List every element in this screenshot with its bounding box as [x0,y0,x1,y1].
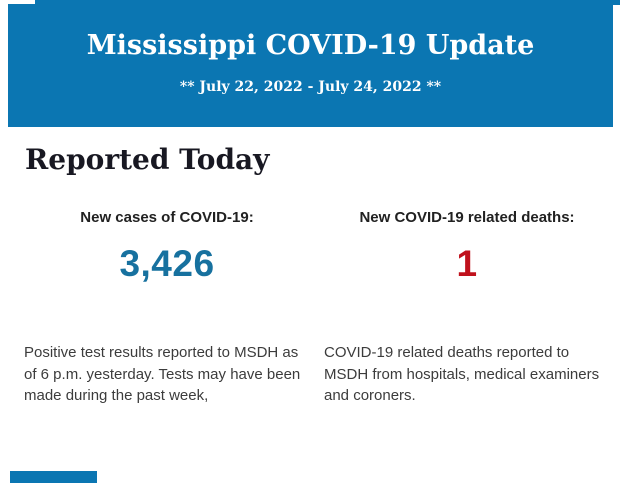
header-banner: Mississippi COVID-19 Update ** July 22, … [8,4,613,127]
new-cases-description: Positive test results reported to MSDH a… [24,344,301,404]
new-cases-label: New cases of COVID-19: [80,209,254,226]
stat-column-new-deaths: New COVID-19 related deaths: 1 COVID-19 … [324,207,610,407]
bottom-blue-block [10,471,97,483]
top-blue-rule [35,0,620,5]
date-range: ** July 22, 2022 - July 24, 2022 ** [179,79,442,95]
page-title: Mississippi COVID-19 Update [86,30,535,61]
new-deaths-value: 1 [456,243,478,284]
stats-row: New cases of COVID-19: 3,426 Positive te… [0,207,620,407]
main-content: Reported Today New cases of COVID-19: 3,… [0,127,620,407]
new-deaths-description: COVID-19 related deaths reported to MSDH… [324,344,600,404]
new-deaths-label: New COVID-19 related deaths: [359,209,575,226]
section-title: Reported Today [25,143,270,176]
new-cases-value: 3,426 [119,243,215,284]
stat-column-new-cases: New cases of COVID-19: 3,426 Positive te… [24,207,310,407]
